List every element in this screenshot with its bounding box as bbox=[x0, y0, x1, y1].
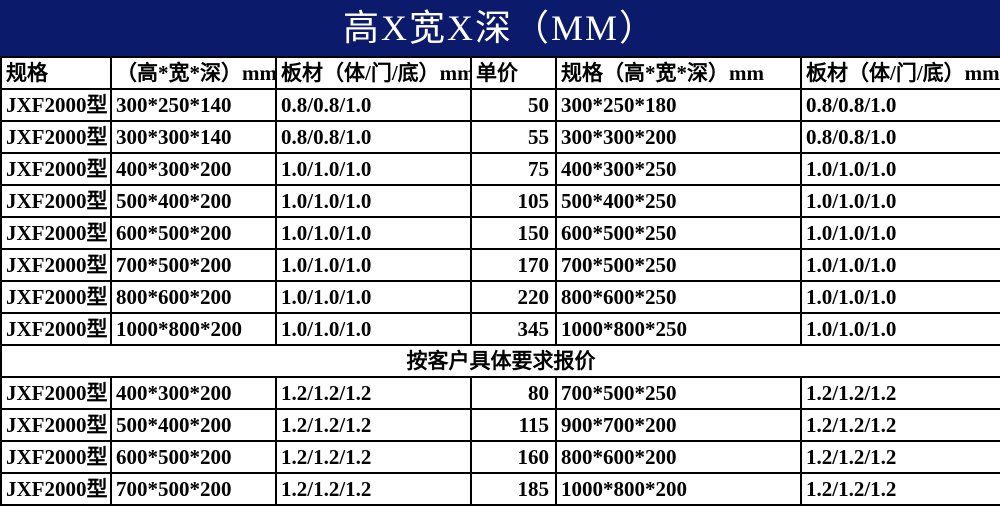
table-row: JXF2000型700*500*2001.0/1.0/1.0170700*500… bbox=[1, 249, 1000, 281]
table-cell: 500*400*200 bbox=[111, 409, 276, 441]
table-cell: JXF2000型 bbox=[1, 153, 111, 185]
table-cell: 1.0/1.0/1.0 bbox=[276, 153, 471, 185]
table-cell: 700*500*200 bbox=[111, 473, 276, 505]
table-cell: 300*300*140 bbox=[111, 121, 276, 153]
table-cell: 105 bbox=[471, 185, 556, 217]
table-cell: JXF2000型 bbox=[1, 473, 111, 505]
table-cell: 170 bbox=[471, 249, 556, 281]
table-cell: 0.8/0.8/1.0 bbox=[276, 89, 471, 121]
table-cell: 0.8/0.8/1.0 bbox=[801, 121, 1000, 153]
table-cell: 55 bbox=[471, 121, 556, 153]
table-cell: 700*500*250 bbox=[556, 249, 801, 281]
table-cell: JXF2000型 bbox=[1, 441, 111, 473]
table-row: JXF2000型300*300*1400.8/0.8/1.055300*300*… bbox=[1, 121, 1000, 153]
table-cell: 80 bbox=[471, 377, 556, 409]
table-cell: 160 bbox=[471, 441, 556, 473]
table-cell: 1.0/1.0/1.0 bbox=[801, 249, 1000, 281]
table-cell: 600*500*200 bbox=[111, 441, 276, 473]
table-cell: JXF2000型 bbox=[1, 185, 111, 217]
table-cell: 185 bbox=[471, 473, 556, 505]
table-cell: 1.0/1.0/1.0 bbox=[801, 153, 1000, 185]
table-cell: 1.2/1.2/1.2 bbox=[276, 409, 471, 441]
table-cell: JXF2000型 bbox=[1, 377, 111, 409]
table-cell: JXF2000型 bbox=[1, 409, 111, 441]
col-price: 单价 bbox=[471, 57, 556, 89]
table-cell: 1.0/1.0/1.0 bbox=[801, 217, 1000, 249]
table-cell: 1.0/1.0/1.0 bbox=[276, 185, 471, 217]
table-cell: 1.0/1.0/1.0 bbox=[276, 281, 471, 313]
table-cell: 800*600*250 bbox=[556, 281, 801, 313]
table-cell: 1000*800*200 bbox=[111, 313, 276, 345]
table-cell: 1000*800*250 bbox=[556, 313, 801, 345]
table-cell: 400*300*250 bbox=[556, 153, 801, 185]
table-cell: 1.2/1.2/1.2 bbox=[801, 473, 1000, 505]
table-row: JXF2000型400*300*2001.2/1.2/1.280700*500*… bbox=[1, 377, 1000, 409]
table-cell: JXF2000型 bbox=[1, 217, 111, 249]
table-cell: 1.0/1.0/1.0 bbox=[801, 313, 1000, 345]
table-cell: 220 bbox=[471, 281, 556, 313]
table-row: JXF2000型800*600*2001.0/1.0/1.0220800*600… bbox=[1, 281, 1000, 313]
table-cell: 75 bbox=[471, 153, 556, 185]
table-cell: 0.8/0.8/1.0 bbox=[276, 121, 471, 153]
table-cell: 115 bbox=[471, 409, 556, 441]
table-row: JXF2000型500*400*2001.2/1.2/1.2115900*700… bbox=[1, 409, 1000, 441]
table-row: JXF2000型700*500*2001.2/1.2/1.21851000*80… bbox=[1, 473, 1000, 505]
table-cell: 700*500*250 bbox=[556, 377, 801, 409]
table-cell: 0.8/0.8/1.0 bbox=[801, 89, 1000, 121]
table-cell: 1.2/1.2/1.2 bbox=[801, 409, 1000, 441]
col-panel1: 板材（体/门/底）mm bbox=[276, 57, 471, 89]
table-cell: 600*500*200 bbox=[111, 217, 276, 249]
table-cell: 600*500*250 bbox=[556, 217, 801, 249]
table-cell: 1.0/1.0/1.0 bbox=[801, 185, 1000, 217]
divider-row: 按客户具体要求报价 bbox=[1, 345, 1000, 377]
col-spec: 规格 bbox=[1, 57, 111, 89]
table-cell: 500*400*200 bbox=[111, 185, 276, 217]
divider-text: 按客户具体要求报价 bbox=[1, 345, 1000, 377]
table-cell: 1.0/1.0/1.0 bbox=[276, 249, 471, 281]
table-cell: 300*300*200 bbox=[556, 121, 801, 153]
table-cell: 1.2/1.2/1.2 bbox=[801, 377, 1000, 409]
table-cell: JXF2000型 bbox=[1, 249, 111, 281]
table-body: JXF2000型300*250*1400.8/0.8/1.050300*250*… bbox=[1, 89, 1000, 505]
table-cell: 1.2/1.2/1.2 bbox=[276, 441, 471, 473]
table-cell: 150 bbox=[471, 217, 556, 249]
table-row: JXF2000型600*500*2001.2/1.2/1.2160800*600… bbox=[1, 441, 1000, 473]
table-cell: JXF2000型 bbox=[1, 121, 111, 153]
table-cell: 345 bbox=[471, 313, 556, 345]
table-cell: 400*300*200 bbox=[111, 153, 276, 185]
table-cell: 900*700*200 bbox=[556, 409, 801, 441]
table-cell: 700*500*200 bbox=[111, 249, 276, 281]
table-cell: 1.2/1.2/1.2 bbox=[276, 377, 471, 409]
table-cell: JXF2000型 bbox=[1, 313, 111, 345]
table-cell: 300*250*180 bbox=[556, 89, 801, 121]
page-title: 高X宽X深（MM） bbox=[0, 0, 1000, 56]
table-cell: JXF2000型 bbox=[1, 89, 111, 121]
table-cell: 500*400*250 bbox=[556, 185, 801, 217]
spec-table: 规格 （高*宽*深）mm 板材（体/门/底）mm 单价 规格（高*宽*深）mm … bbox=[0, 56, 1000, 506]
table-row: JXF2000型600*500*2001.0/1.0/1.0150600*500… bbox=[1, 217, 1000, 249]
table-row: JXF2000型1000*800*2001.0/1.0/1.03451000*8… bbox=[1, 313, 1000, 345]
table-cell: 1000*800*200 bbox=[556, 473, 801, 505]
table-cell: JXF2000型 bbox=[1, 281, 111, 313]
col-panel2: 板材（体/门/底）mm bbox=[801, 57, 1000, 89]
table-cell: 1.0/1.0/1.0 bbox=[276, 217, 471, 249]
table-row: JXF2000型500*400*2001.0/1.0/1.0105500*400… bbox=[1, 185, 1000, 217]
table-cell: 1.2/1.2/1.2 bbox=[801, 441, 1000, 473]
col-dim1: （高*宽*深）mm bbox=[111, 57, 276, 89]
col-dim2: 规格（高*宽*深）mm bbox=[556, 57, 801, 89]
table-cell: 400*300*200 bbox=[111, 377, 276, 409]
table-cell: 1.2/1.2/1.2 bbox=[276, 473, 471, 505]
table-row: JXF2000型300*250*1400.8/0.8/1.050300*250*… bbox=[1, 89, 1000, 121]
table-cell: 800*600*200 bbox=[111, 281, 276, 313]
table-cell: 800*600*200 bbox=[556, 441, 801, 473]
table-cell: 1.0/1.0/1.0 bbox=[801, 281, 1000, 313]
table-cell: 300*250*140 bbox=[111, 89, 276, 121]
table-header-row: 规格 （高*宽*深）mm 板材（体/门/底）mm 单价 规格（高*宽*深）mm … bbox=[1, 57, 1000, 89]
table-cell: 50 bbox=[471, 89, 556, 121]
table-cell: 1.0/1.0/1.0 bbox=[276, 313, 471, 345]
table-row: JXF2000型400*300*2001.0/1.0/1.075400*300*… bbox=[1, 153, 1000, 185]
